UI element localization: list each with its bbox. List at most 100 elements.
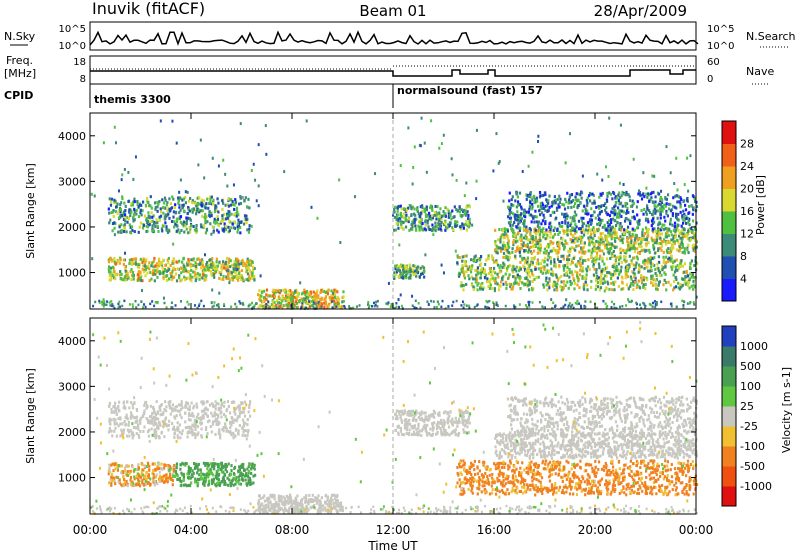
- echo-cell: [567, 201, 570, 205]
- echo-cell: [502, 282, 505, 286]
- echo-cell: [564, 219, 567, 223]
- echo-cell: [239, 225, 242, 229]
- echo-cell: [139, 276, 142, 280]
- echo-cell: [404, 269, 407, 273]
- echo-cell: [423, 208, 426, 212]
- echo-cell: [619, 202, 622, 206]
- echo-cell: [422, 270, 426, 274]
- echo-cell: [188, 230, 192, 234]
- echo-cell: [597, 246, 600, 250]
- echo-cell: [531, 241, 534, 245]
- echo-cell: [228, 229, 231, 233]
- echo-cell: [685, 217, 688, 221]
- echo-cell: [155, 473, 158, 477]
- echo-cell: [601, 249, 604, 253]
- echo-cell: [496, 272, 499, 276]
- echo-cell: [326, 290, 329, 294]
- nsearch-tick-bottom: 10^0: [707, 41, 734, 52]
- echo-cell: [122, 262, 125, 266]
- echo-cell: [661, 198, 664, 202]
- echo-cell: [411, 304, 414, 307]
- echo-cell: [526, 306, 529, 309]
- echo-cell: [127, 473, 130, 477]
- echo-cell: [529, 193, 532, 197]
- echo-cell: [290, 294, 293, 298]
- echo-cell: [129, 469, 132, 473]
- echo-cell: [670, 267, 674, 271]
- echo-cell: [312, 306, 315, 309]
- echo-cell: [249, 481, 252, 485]
- echo-cell: [139, 271, 142, 275]
- echo-cell: [437, 302, 440, 306]
- echo-cell: [460, 304, 463, 307]
- echo-cell: [595, 277, 599, 281]
- echo-cell: [615, 196, 618, 200]
- echo-cell: [666, 251, 669, 255]
- echo-cell: [447, 223, 450, 227]
- echo-cell: [113, 270, 116, 274]
- echo-cell: [648, 248, 651, 252]
- echo-cell: [690, 284, 693, 288]
- echo-cell: [495, 301, 498, 304]
- echo-cell: [399, 293, 402, 297]
- y-tick-label: 3000: [58, 175, 86, 188]
- echo-cell: [116, 476, 120, 480]
- echo-cell: [585, 267, 588, 271]
- echo-cell: [260, 294, 263, 298]
- echo-cell: [292, 301, 295, 305]
- echo-cell: [414, 213, 417, 217]
- echo-cell: [152, 214, 155, 218]
- echo-cell: [610, 281, 613, 285]
- echo-cell: [464, 209, 467, 213]
- echo-cell: [618, 224, 621, 228]
- echo-cell: [163, 196, 167, 200]
- echo-cell: [573, 210, 577, 214]
- echo-cell: [236, 211, 239, 215]
- echo-cell: [454, 249, 457, 253]
- echo-cell: [568, 253, 571, 257]
- echo-cell: [665, 242, 668, 246]
- echo-cell: [227, 462, 230, 466]
- echo-cell: [207, 479, 211, 483]
- echo-cell: [410, 223, 413, 227]
- echo-cell: [567, 249, 570, 253]
- echo-cell: [611, 243, 614, 247]
- echo-cell: [444, 307, 447, 310]
- echo-cell: [574, 223, 577, 227]
- echo-cell: [224, 172, 227, 176]
- echo-cell: [201, 214, 204, 218]
- echo-cell: [595, 271, 598, 275]
- echo-cell: [601, 191, 604, 195]
- echo-cell: [251, 274, 254, 278]
- echo-cell: [646, 204, 649, 208]
- echo-cell: [628, 232, 631, 236]
- echo-cell: [599, 278, 602, 282]
- echo-cell: [683, 183, 686, 187]
- echo-cell: [217, 210, 220, 214]
- echo-cell: [245, 266, 248, 270]
- echo-cell: [151, 215, 154, 219]
- echo-cell: [438, 146, 441, 150]
- echo-cell: [281, 295, 284, 299]
- echo-cell: [623, 192, 626, 196]
- echo-cell: [312, 290, 315, 294]
- echo-cell: [646, 261, 649, 265]
- echo-cell: [566, 261, 569, 265]
- echo-cell: [118, 478, 121, 482]
- echo-cell: [544, 271, 547, 275]
- echo-cell: [171, 472, 175, 476]
- echo-cell: [198, 210, 201, 214]
- echo-cell: [679, 243, 682, 247]
- echo-cell: [162, 201, 166, 205]
- echo-cell: [248, 469, 251, 473]
- echo-cell: [596, 285, 600, 289]
- echo-cell: [660, 241, 663, 245]
- echo-cell: [115, 141, 118, 145]
- echo-cell: [674, 228, 677, 232]
- echo-cell: [563, 273, 566, 277]
- echo-cell: [333, 296, 337, 300]
- echo-cell: [214, 218, 217, 222]
- echo-cell: [613, 246, 617, 250]
- echo-cell: [430, 228, 434, 232]
- echo-cell: [440, 305, 443, 309]
